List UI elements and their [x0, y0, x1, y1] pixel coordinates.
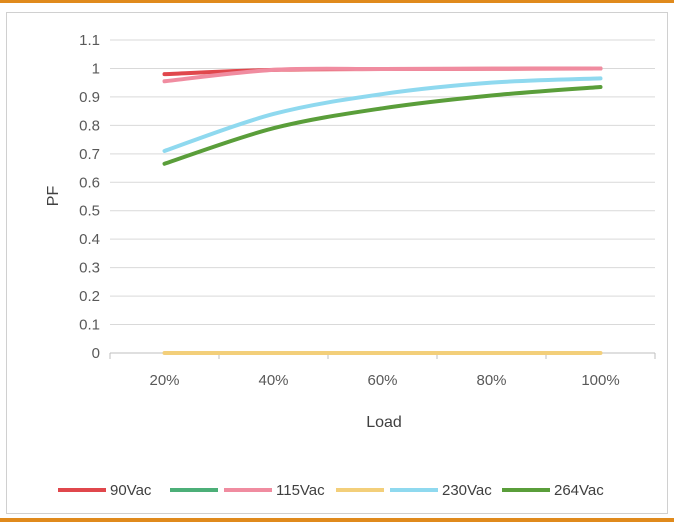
- y-tick-label: 0.1: [79, 317, 100, 334]
- x-tick-label: 60%: [367, 372, 397, 389]
- y-tick-label: 0: [92, 345, 100, 362]
- series-lines: [162, 66, 603, 355]
- y-tick-label: 0.9: [79, 89, 100, 106]
- y-tick-label: 0.7: [79, 146, 100, 163]
- y-tick-label: 1: [92, 60, 100, 77]
- x-tick-label: 80%: [476, 372, 506, 389]
- legend-label: 115Vac: [276, 482, 325, 499]
- y-tick-label: 0.5: [79, 203, 100, 220]
- y-tick-label: 0.4: [79, 231, 100, 248]
- y-tick-label: 0.2: [79, 288, 100, 305]
- y-tick-label: 0.3: [79, 260, 100, 277]
- series-line-230vac: [162, 76, 603, 153]
- x-tick-label: 40%: [258, 372, 288, 389]
- series-line-115vac: [162, 66, 603, 84]
- x-axis-title: Load: [366, 414, 402, 431]
- legend: 90Vac 115Vac 230Vac 264Vac: [58, 482, 604, 499]
- chart-panel: [6, 12, 668, 514]
- y-tick-label: 0.8: [79, 117, 100, 134]
- x-tick-label: 100%: [581, 372, 619, 389]
- series-line-264vac: [162, 84, 603, 166]
- legend-label: 230Vac: [442, 482, 492, 499]
- y-tick-label: 0.6: [79, 174, 100, 191]
- y-tick-label: 1.1: [79, 32, 100, 49]
- x-tick-labels: 20% 40% 60% 80% 100%: [149, 372, 619, 389]
- y-axis-title: PF: [45, 186, 62, 207]
- x-tick-label: 20%: [149, 372, 179, 389]
- legend-label: 264Vac: [554, 482, 604, 499]
- legend-label: 90Vac: [110, 482, 152, 499]
- y-tick-labels: 0 0.1 0.2 0.3 0.4 0.5 0.6 0.7 0.8 0.9 1 1.1: [79, 32, 100, 362]
